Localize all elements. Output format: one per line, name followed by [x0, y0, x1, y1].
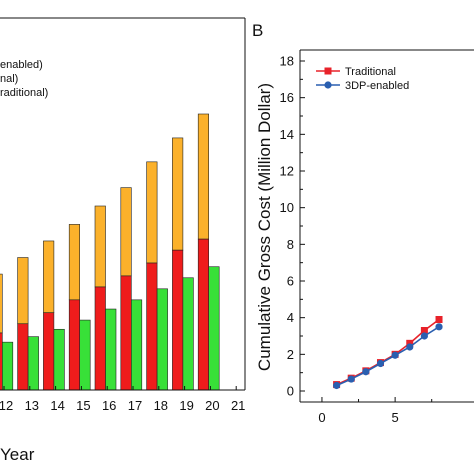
bar [146, 262, 158, 391]
data-point [332, 381, 341, 390]
tick-label: 20 [205, 398, 219, 413]
panel-a-legend: enabled) nal) raditional) [0, 59, 48, 99]
tick-label: 16 [102, 398, 116, 413]
data-point [406, 343, 414, 351]
panel-a-x-axis-label: Year [0, 445, 35, 464]
tick-label: 12 [280, 164, 294, 179]
bar [172, 137, 184, 251]
tick-label: 2 [287, 347, 294, 362]
legend-label: 3DP-enabled [345, 80, 409, 92]
panel-a-x-ticks: 12 13 14 15 16 17 18 19 20 21 [0, 386, 245, 413]
tick-label: 8 [287, 237, 294, 252]
bar [17, 323, 29, 391]
bar [156, 288, 168, 391]
tick-label: 17 [128, 398, 142, 413]
tick-label: 19 [179, 398, 193, 413]
bar [146, 161, 158, 264]
bar [0, 273, 3, 334]
panel-b-label: B [252, 21, 263, 40]
bar [0, 332, 3, 391]
bar [120, 275, 132, 391]
bar [131, 299, 143, 391]
tick-label: 5 [392, 410, 399, 425]
tick-label: 4 [287, 310, 294, 325]
panel-b-y-axis-label: Cumulative Gross Cost (Million Dollar) [255, 83, 274, 371]
bar [68, 224, 80, 301]
data-point [347, 375, 355, 383]
panel-a-axes [0, 17, 246, 391]
data-point [420, 332, 428, 340]
tick-label: 6 [287, 274, 294, 289]
tick-label: 16 [280, 90, 294, 105]
tick-label: 15 [76, 398, 90, 413]
panel-b-axes [299, 49, 474, 403]
bar [68, 299, 80, 391]
tick-label: 18 [154, 398, 168, 413]
legend-label: Traditional [345, 66, 396, 78]
tick-label: 13 [25, 398, 39, 413]
tick-label: 0 [318, 410, 325, 425]
bar [17, 257, 29, 325]
panel-b-series [332, 316, 443, 390]
bar [43, 240, 55, 314]
data-point [391, 351, 399, 359]
bar [120, 187, 132, 277]
data-point [376, 359, 385, 368]
data-point [406, 339, 414, 347]
panel-a-bars [0, 113, 220, 391]
tick-label: 10 [280, 200, 294, 215]
tick-label: 21 [231, 398, 245, 413]
panel-b-y-ticks: 0 2 4 6 8 10 12 14 16 18 [280, 54, 305, 399]
tick-label: 0 [287, 384, 294, 399]
bar [1, 341, 14, 391]
tick-label: 12 [0, 398, 13, 413]
bar [94, 286, 106, 391]
bar [182, 277, 194, 391]
data-point [435, 316, 443, 323]
bar [94, 205, 106, 288]
tick-label: 14 [280, 127, 294, 142]
bar [197, 113, 209, 240]
legend-label: nal) [0, 73, 18, 85]
bar [172, 249, 184, 391]
bar [105, 308, 117, 391]
bar [208, 266, 220, 391]
bar [43, 312, 55, 391]
panel-b-legend: Traditional 3DP-enabled [316, 66, 409, 92]
legend-label: enabled) [0, 59, 43, 71]
panel-a-bar-chart: enabled) nal) raditional) 12 13 14 15 16 17 18 19… [0, 17, 246, 464]
tick-label: 14 [50, 398, 64, 413]
data-point [435, 323, 443, 331]
legend-marker [324, 81, 332, 89]
data-point [362, 368, 370, 376]
legend-marker [324, 67, 332, 75]
bar [53, 328, 65, 391]
bar [79, 319, 91, 391]
legend-label: raditional) [0, 87, 48, 99]
bar [197, 238, 209, 391]
bar [27, 336, 39, 391]
tick-label: 18 [280, 54, 294, 69]
data-point [420, 327, 428, 334]
